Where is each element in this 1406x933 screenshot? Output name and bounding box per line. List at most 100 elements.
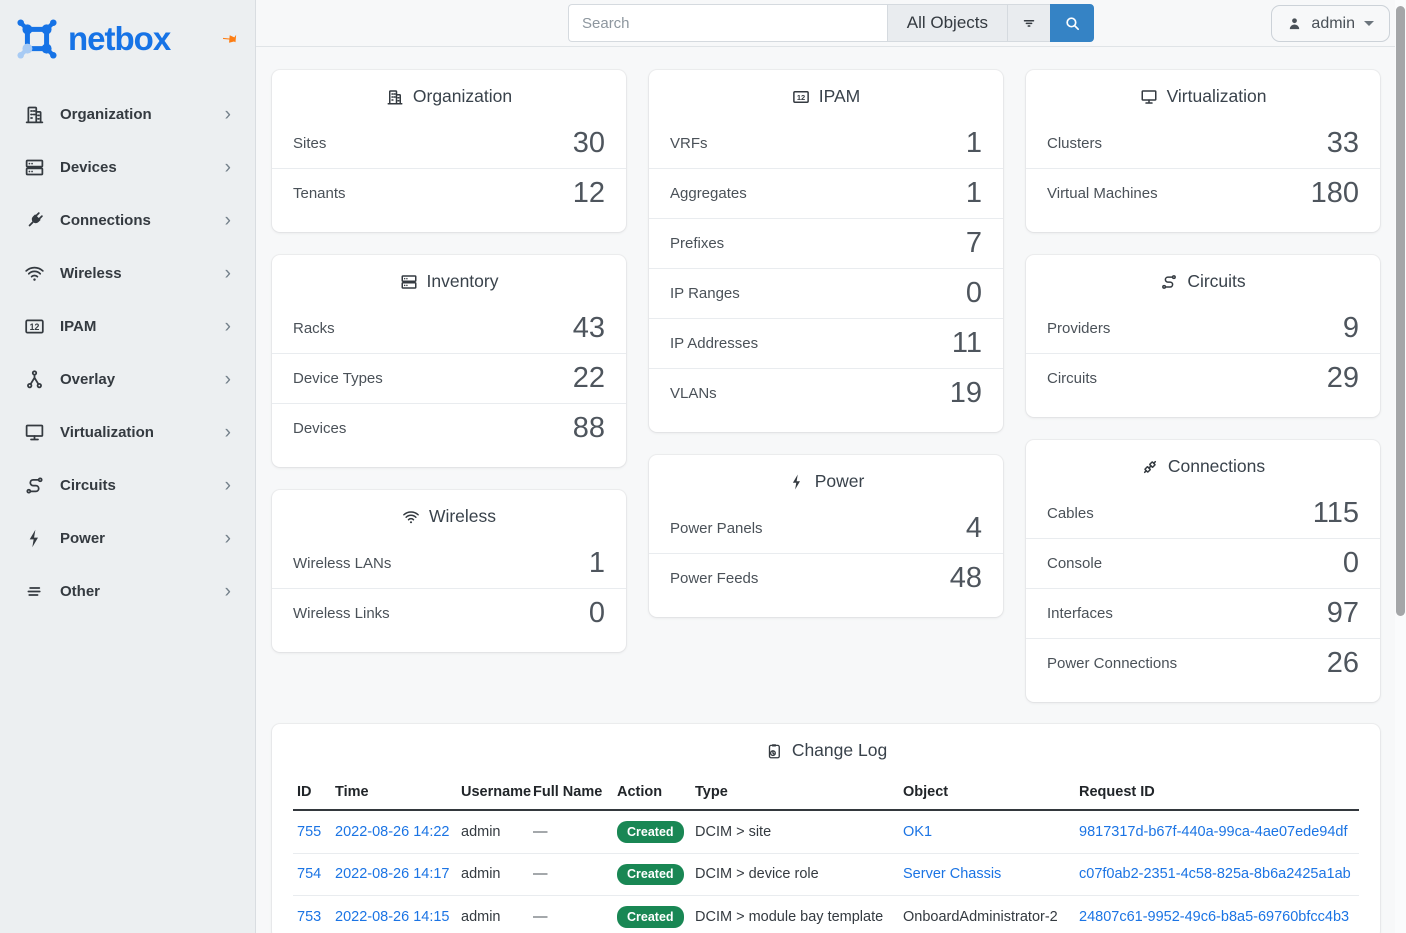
sidebar-item-power[interactable]: Power › <box>10 514 245 563</box>
changelog-object-text: OnboardAdministrator-2 <box>903 908 1058 925</box>
changelog-object-link[interactable]: OK1 <box>903 823 933 840</box>
table-row: 754 2022-08-26 14:17 admin — Created DCI… <box>293 853 1359 896</box>
stat-row-aggregates[interactable]: Aggregates 1 <box>649 168 1003 218</box>
changelog-time-link[interactable]: 2022-08-26 14:15 <box>335 908 450 925</box>
stat-row-ip-ranges[interactable]: IP Ranges 0 <box>649 268 1003 318</box>
caret-down-icon <box>1364 21 1374 26</box>
card-virtualization: Virtualization Clusters 33 Virtual Machi… <box>1026 70 1380 232</box>
monitor-icon <box>1141 89 1157 104</box>
sidebar-item-circuits[interactable]: Circuits › <box>10 461 245 510</box>
global-search: All Objects <box>568 4 1094 42</box>
card-title: Inventory <box>272 255 626 303</box>
card-title: Circuits <box>1026 255 1380 303</box>
changelog-id-link[interactable]: 754 <box>297 866 322 883</box>
column-header-object: Object <box>899 776 1075 811</box>
changelog-time-link[interactable]: 2022-08-26 14:17 <box>335 866 450 883</box>
sidebar-item-organization[interactable]: Organization › <box>10 90 245 139</box>
changelog-id-link[interactable]: 755 <box>297 823 322 840</box>
column-header-action: Action <box>613 776 691 811</box>
card-connections: Connections Cables 115 Console 0 Interfa… <box>1026 440 1380 702</box>
search-submit-button[interactable] <box>1050 4 1094 42</box>
stat-row-vrfs[interactable]: VRFs 1 <box>670 126 982 159</box>
stat-row-console[interactable]: Console 0 <box>1026 538 1380 588</box>
stat-row-tenants[interactable]: Tenants 12 <box>272 168 626 218</box>
card-title: Power <box>649 455 1003 503</box>
sidebar-item-devices[interactable]: Devices › <box>10 143 245 192</box>
person-icon <box>1290 18 1300 30</box>
chevron-right-icon: › <box>224 475 231 496</box>
changelog-username: admin <box>461 866 501 883</box>
changelog-request-link[interactable]: c07f0ab2-2351-4c58-825a-8b6a2425a1ab <box>1079 866 1351 883</box>
changelog-full-name: — <box>533 908 548 925</box>
object-type-selector-button[interactable]: All Objects <box>886 4 1008 42</box>
changelog-request-link[interactable]: 24807c61-9952-49c6-b8a5-69760bfcc4b3 <box>1079 908 1350 925</box>
changelog-id-link[interactable]: 753 <box>297 908 322 925</box>
changelog-time-link[interactable]: 2022-08-26 14:22 <box>335 823 450 840</box>
card-title: Organization <box>272 70 626 118</box>
chevron-right-icon: › <box>224 369 231 390</box>
dashboard-column-2: IPAM VRFs 1 Aggregates 1 Prefixes 7 <box>649 70 1003 617</box>
logo-wordmark: netbox <box>68 20 171 57</box>
stat-row-power-feeds[interactable]: Power Feeds 48 <box>649 553 1003 603</box>
stat-row-prefixes[interactable]: Prefixes 7 <box>649 218 1003 268</box>
stat-row-ip-addresses[interactable]: IP Addresses 11 <box>649 318 1003 368</box>
building-icon <box>387 89 403 104</box>
stat-row-wireless-links[interactable]: Wireless Links 0 <box>272 588 626 638</box>
changelog-username: admin <box>461 908 501 925</box>
sidebar-item-virtualization[interactable]: Virtualization › <box>10 408 245 457</box>
bolt-icon <box>24 528 45 549</box>
user-menu-button[interactable]: admin <box>1271 5 1390 42</box>
action-badge: Created <box>617 863 684 885</box>
card-organization: Organization Sites 30 Tenants 12 <box>272 70 626 232</box>
changelog-username: admin <box>461 823 501 840</box>
stat-row-device-types[interactable]: Device Types 22 <box>272 353 626 403</box>
chevron-right-icon: › <box>224 422 231 443</box>
cable-icon <box>1142 459 1158 474</box>
pin-sidebar-button[interactable] <box>219 27 241 52</box>
username-label: admin <box>1311 14 1355 32</box>
stat-row-power-panels[interactable]: Power Panels 4 <box>670 511 982 544</box>
server-icon <box>401 274 416 289</box>
stat-row-providers[interactable]: Providers 9 <box>1047 311 1359 344</box>
wifi-icon <box>24 263 45 284</box>
column-header-full-name: Full Name <box>529 776 613 811</box>
changelog-request-link[interactable]: 9817317d-b67f-440a-99ca-4ae07ede94df <box>1079 823 1348 840</box>
sidebar-item-connections[interactable]: Connections › <box>10 196 245 245</box>
stat-row-devices[interactable]: Devices 88 <box>272 403 626 453</box>
column-header-request-id: Request ID <box>1075 776 1359 811</box>
scrollbar[interactable] <box>1395 0 1406 933</box>
card-inventory: Inventory Racks 43 Device Types 22 Devic… <box>272 255 626 467</box>
card-circuits: Circuits Providers 9 Circuits 29 <box>1026 255 1380 417</box>
lines-icon <box>24 581 45 602</box>
column-header-id: ID <box>293 776 331 811</box>
stat-row-circuits[interactable]: Circuits 29 <box>1026 353 1380 403</box>
stat-row-power-connections[interactable]: Power Connections 26 <box>1026 638 1380 688</box>
stat-row-wireless-lans[interactable]: Wireless LANs 1 <box>293 546 605 579</box>
table-row: 755 2022-08-26 14:22 admin — Created DCI… <box>293 810 1359 854</box>
stat-row-virtual-machines[interactable]: Virtual Machines 180 <box>1026 168 1380 218</box>
chevron-right-icon: › <box>224 581 231 602</box>
netbox-logo[interactable]: netbox <box>0 0 255 76</box>
scrollbar-thumb[interactable] <box>1396 6 1405 616</box>
card-power: Power Power Panels 4 Power Feeds 48 <box>649 455 1003 617</box>
stat-row-vlans[interactable]: VLANs 19 <box>649 368 1003 418</box>
filter-button[interactable] <box>1008 4 1050 42</box>
sidebar-item-ipam[interactable]: IPAM › <box>10 302 245 351</box>
route-icon <box>24 475 45 496</box>
stat-row-interfaces[interactable]: Interfaces 97 <box>1026 588 1380 638</box>
route-icon <box>1162 274 1177 289</box>
stat-row-racks[interactable]: Racks 43 <box>293 311 605 344</box>
changelog-object-link[interactable]: Server Chassis <box>903 866 1002 883</box>
stat-row-sites[interactable]: Sites 30 <box>293 126 605 159</box>
search-input[interactable] <box>568 4 887 42</box>
sidebar-item-wireless[interactable]: Wireless › <box>10 249 245 298</box>
sidebar-item-other[interactable]: Other › <box>10 567 245 616</box>
ip-numbers-icon <box>24 316 45 337</box>
sidebar-item-overlay[interactable]: Overlay › <box>10 355 245 404</box>
stat-row-cables[interactable]: Cables 115 <box>1047 496 1359 529</box>
action-badge: Created <box>617 906 684 928</box>
column-header-time: Time <box>331 776 457 811</box>
chevron-right-icon: › <box>224 263 231 284</box>
stat-row-clusters[interactable]: Clusters 33 <box>1047 126 1359 159</box>
